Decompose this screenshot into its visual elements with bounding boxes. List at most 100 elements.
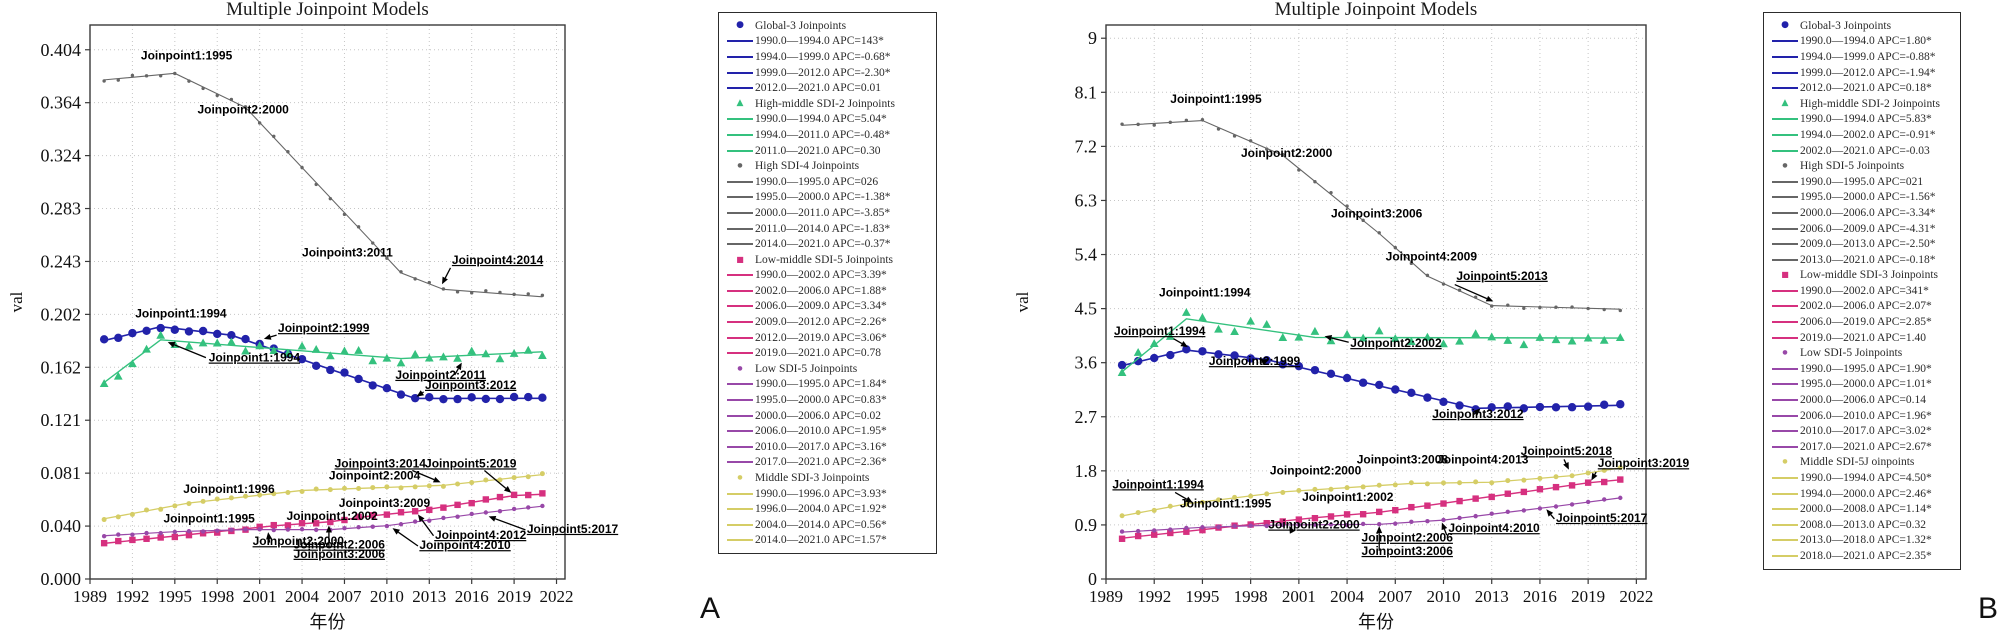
legend-entry: 1990.0—1994.0 APC=5.83* bbox=[1770, 112, 1954, 128]
legend-group-header: ● Global-3 Joinpoints bbox=[725, 18, 930, 34]
circle-marker-icon: ● bbox=[1781, 20, 1789, 31]
legend-entry: 2019.0—2021.0 APC=1.40 bbox=[1770, 330, 1954, 346]
line-swatch-icon bbox=[727, 180, 753, 183]
legend-entry-text: 2002.0—2006.0 APC=2.07* bbox=[1800, 300, 1932, 313]
legend-entry: 2018.0—2021.0 APC=2.35* bbox=[1770, 548, 1954, 564]
joinpoint-annotation: Joinpoint2:2000 bbox=[1268, 518, 1360, 532]
plot-frame bbox=[89, 24, 566, 580]
legend-entry: 1990.0—1995.0 APC=021 bbox=[1770, 174, 1954, 190]
legend-entry-text: 1994.0—1999.0 APC=-0.68* bbox=[755, 50, 891, 63]
y-tick-label: 7.2 bbox=[1075, 136, 1098, 156]
x-tick-label: 1989 bbox=[73, 587, 107, 606]
legend-entry-text: 2002.0—2021.0 APC=-0.03 bbox=[1800, 144, 1930, 157]
line-swatch-icon bbox=[1772, 523, 1798, 526]
legend-entry: 1996.0—2004.0 APC=1.92* bbox=[725, 501, 930, 517]
line-swatch-icon bbox=[1772, 180, 1798, 183]
legend-entry: 1999.0—2012.0 APC=-1.94* bbox=[1770, 65, 1954, 81]
line-swatch-icon bbox=[1772, 445, 1798, 448]
legend-entry: 1994.0—2002.0 APC=-0.91* bbox=[1770, 127, 1954, 143]
line-swatch-icon bbox=[1772, 196, 1798, 199]
x-tick-label: 2016 bbox=[455, 587, 489, 606]
line-swatch-icon bbox=[1772, 149, 1798, 152]
joinpoint-annotation: Joinpoint3:2009 bbox=[339, 496, 431, 510]
line-swatch-icon bbox=[727, 227, 753, 230]
legend-entry: 1990.0—2002.0 APC=341* bbox=[1770, 283, 1954, 299]
legend-group-name: Low-middle SDI-3 Joinpoints bbox=[1800, 269, 1938, 282]
line-swatch-icon bbox=[727, 414, 753, 417]
legend-entry-text: 1999.0—2012.0 APC=-2.30* bbox=[755, 66, 891, 79]
line-swatch-icon bbox=[727, 55, 753, 58]
legend-entry-text: 1990.0—1994.0 APC=5.83* bbox=[1800, 113, 1932, 126]
legend-entry-text: 1990.0—1995.0 APC=021 bbox=[1800, 175, 1924, 188]
legend-entry-text: 1990.0—1994.0 APC=5.04* bbox=[755, 113, 887, 126]
line-swatch-icon bbox=[1772, 227, 1798, 230]
panel-a: 1989 1992 1995 1998 2001 2004 2007 2010 2013 2016… bbox=[7, 0, 937, 632]
series-low-middle-sdi-5 bbox=[100, 490, 546, 547]
series-global-3 bbox=[99, 323, 547, 404]
joinpoint-annotation: Joinpoint2:2006 bbox=[1362, 531, 1454, 545]
y-tick-label: 0.283 bbox=[41, 199, 82, 219]
legend-group-name: Low SDI-5 Joinpoints bbox=[755, 362, 858, 375]
panel-letter: B bbox=[1978, 592, 1998, 625]
line-swatch-icon bbox=[727, 492, 753, 495]
panel-letter: A bbox=[700, 592, 720, 625]
joinpoint-annotation: Joinpoint5:2019 bbox=[425, 456, 517, 470]
joinpoint-annotation: Joinpoint1:1995 bbox=[141, 49, 233, 63]
legend-entry-text: 2006.0—2010.0 APC=1.95* bbox=[755, 425, 887, 438]
legend-entry: 1990.0—1995.0 APC=1.84* bbox=[725, 377, 930, 393]
y-tick-label: 0.9 bbox=[1075, 515, 1098, 535]
joinpoint-annotation: Joinpoint2:2006 bbox=[294, 538, 386, 552]
line-swatch-icon bbox=[727, 71, 753, 74]
legend-entry: 2010.0—2017.0 APC=3.16* bbox=[725, 439, 930, 455]
chart-b: 1989 1992 1995 1998 2001 2004 2007 2010 2013 2016… bbox=[1013, 0, 1998, 632]
legend-entry-text: 2017.0—2021.0 APC=2.36* bbox=[755, 456, 887, 469]
square-marker-icon: ■ bbox=[1781, 270, 1789, 280]
legend-entry: 1995.0—2000.0 APC=1.01* bbox=[1770, 377, 1954, 393]
legend-entry-text: 2000.0—2011.0 APC=-3.85* bbox=[755, 206, 891, 219]
legend-entry: 1995.0—2000.0 APC=0.83* bbox=[725, 392, 930, 408]
joinpoint-annotation: Joinpoint2:2000 bbox=[197, 102, 289, 116]
legend-entry: 2013.0—2021.0 APC=-0.18* bbox=[1770, 252, 1954, 268]
x-tick-label: 2019 bbox=[497, 587, 531, 606]
legend-group-name: Low-middle SDI-5 Joinpoints bbox=[755, 253, 893, 266]
legend-group-name: Middle SDI-5J oinpoints bbox=[1800, 456, 1915, 469]
plot-frame bbox=[1105, 24, 1647, 580]
legend-group-name: Global-3 Joinpoints bbox=[755, 19, 847, 32]
legend-entry: 2012.0—2021.0 APC=0.18* bbox=[1770, 80, 1954, 96]
legend-entry: 1990.0—1994.0 APC=143* bbox=[725, 34, 930, 50]
legend-entry-text: 1990.0—1996.0 APC=3.93* bbox=[755, 487, 887, 500]
legend-entry-text: 1990.0—2002.0 APC=341* bbox=[1800, 284, 1929, 297]
x-tick-label: 2007 bbox=[1378, 587, 1413, 606]
joinpoint-annotation: Joinpoint2:2011 bbox=[395, 368, 486, 382]
legend-entry-text: 2002.0—2006.0 APC=1.88* bbox=[755, 284, 887, 297]
series-low-sdi-5 bbox=[1119, 495, 1623, 534]
joinpoint-annotation: Joinpoint5:2013 bbox=[1456, 269, 1548, 283]
joinpoint-annotation: Joinpoint3:2006 bbox=[1362, 544, 1454, 558]
joinpoint-annotation: Joinpoint2:2000 bbox=[1241, 146, 1333, 160]
joinpoint-annotation: Joinpoint4:2014 bbox=[452, 253, 544, 267]
dot-marker-icon: ● bbox=[737, 364, 743, 372]
line-swatch-icon bbox=[727, 133, 753, 136]
legend-entry-text: 1995.0—2000.0 APC=-1.38* bbox=[755, 191, 891, 204]
legend-entry-text: 2006.0—2010.0 APC=1.96* bbox=[1800, 409, 1932, 422]
series-high-middle-sdi-2 bbox=[1117, 308, 1625, 376]
legend-entry: 2000.0—2006.0 APC=0.14 bbox=[1770, 392, 1954, 408]
line-swatch-icon bbox=[1772, 492, 1798, 495]
legend-group-header: ● Global-3 Joinpoints bbox=[1770, 18, 1954, 34]
joinpoint-annotation: Joinpoint1:1994 bbox=[1159, 286, 1251, 300]
joinpoint-annotation: Joinpoint3:2006 bbox=[294, 547, 386, 561]
line-swatch-icon bbox=[1772, 430, 1798, 433]
legend-group-name: High SDI-4 Joinpoints bbox=[755, 160, 860, 173]
legend-entry: 2006.0—2009.0 APC=3.34* bbox=[725, 299, 930, 315]
line-swatch-icon bbox=[727, 289, 753, 292]
x-tick-label: 2022 bbox=[1619, 587, 1653, 606]
y-tick-label: 4.5 bbox=[1075, 299, 1098, 319]
line-swatch-icon bbox=[1772, 118, 1798, 121]
line-swatch-icon bbox=[1772, 383, 1798, 386]
legend-entry-text: 1990.0—1995.0 APC=026 bbox=[755, 175, 879, 188]
line-swatch-icon bbox=[727, 274, 753, 277]
legend-entry-text: 2019.0—2021.0 APC=1.40 bbox=[1800, 331, 1926, 344]
legend-entry: 2014.0—2021.0 APC=1.57* bbox=[725, 533, 930, 549]
legend-entry-text: 1999.0—2012.0 APC=-1.94* bbox=[1800, 66, 1936, 79]
